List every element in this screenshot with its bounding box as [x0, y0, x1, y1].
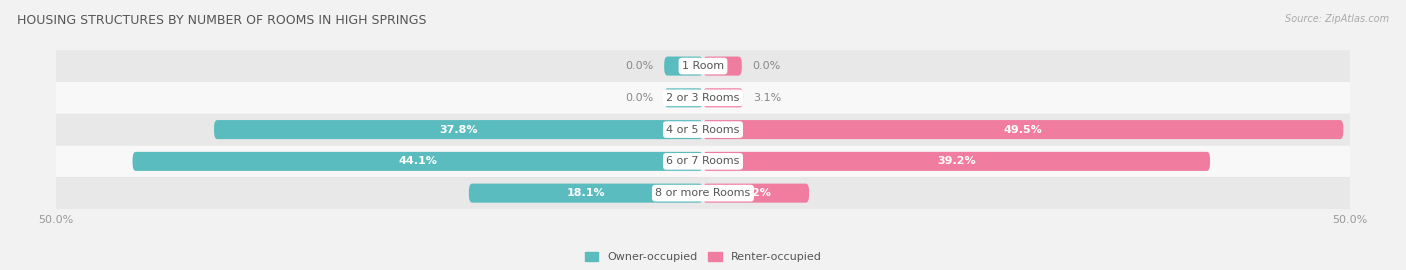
FancyBboxPatch shape	[132, 152, 703, 171]
FancyBboxPatch shape	[214, 120, 703, 139]
Text: 49.5%: 49.5%	[1004, 124, 1042, 135]
Text: 6 or 7 Rooms: 6 or 7 Rooms	[666, 156, 740, 166]
Text: HOUSING STRUCTURES BY NUMBER OF ROOMS IN HIGH SPRINGS: HOUSING STRUCTURES BY NUMBER OF ROOMS IN…	[17, 14, 426, 26]
FancyBboxPatch shape	[44, 82, 1362, 114]
FancyBboxPatch shape	[703, 88, 744, 107]
Text: 8 or more Rooms: 8 or more Rooms	[655, 188, 751, 198]
Text: 0.0%: 0.0%	[626, 93, 654, 103]
FancyBboxPatch shape	[703, 152, 1211, 171]
FancyBboxPatch shape	[664, 88, 703, 107]
FancyBboxPatch shape	[44, 146, 1362, 177]
Text: 37.8%: 37.8%	[439, 124, 478, 135]
Text: Source: ZipAtlas.com: Source: ZipAtlas.com	[1285, 14, 1389, 23]
FancyBboxPatch shape	[703, 120, 1343, 139]
FancyBboxPatch shape	[703, 184, 808, 203]
Text: 4 or 5 Rooms: 4 or 5 Rooms	[666, 124, 740, 135]
Text: 1 Room: 1 Room	[682, 61, 724, 71]
Text: 44.1%: 44.1%	[398, 156, 437, 166]
FancyBboxPatch shape	[44, 114, 1362, 146]
FancyBboxPatch shape	[703, 56, 742, 76]
Legend: Owner-occupied, Renter-occupied: Owner-occupied, Renter-occupied	[581, 247, 825, 266]
Text: 8.2%: 8.2%	[741, 188, 772, 198]
FancyBboxPatch shape	[44, 50, 1362, 82]
Text: 18.1%: 18.1%	[567, 188, 605, 198]
Text: 39.2%: 39.2%	[938, 156, 976, 166]
Text: 0.0%: 0.0%	[626, 61, 654, 71]
Text: 0.0%: 0.0%	[752, 61, 780, 71]
Text: 2 or 3 Rooms: 2 or 3 Rooms	[666, 93, 740, 103]
Text: 3.1%: 3.1%	[754, 93, 782, 103]
FancyBboxPatch shape	[468, 184, 703, 203]
FancyBboxPatch shape	[664, 56, 703, 76]
FancyBboxPatch shape	[44, 177, 1362, 209]
